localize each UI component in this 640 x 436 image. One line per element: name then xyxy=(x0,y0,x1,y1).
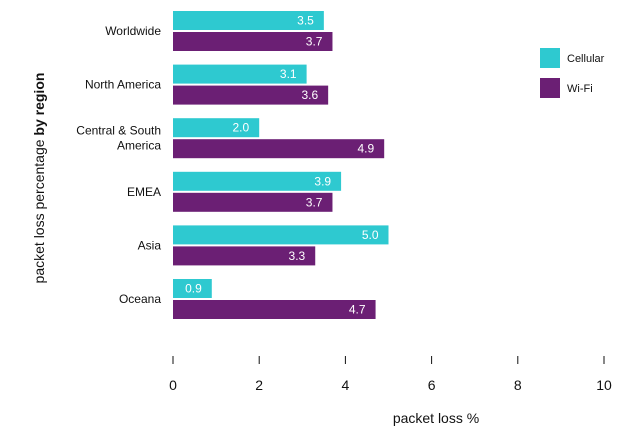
x-tick-label: 4 xyxy=(342,377,350,393)
bar-cellular xyxy=(173,118,260,138)
bar-wi-fi xyxy=(173,32,333,51)
legend-swatch-wi-fi xyxy=(540,78,560,98)
bar-cellular xyxy=(173,64,307,84)
data-label-wi-fi: 3.7 xyxy=(306,195,323,209)
bars-layer: 3.5 3.7 3.1 3.6 2.0 4.9 3.9 3.7 5.0 3.3 0.9 4.7 xyxy=(173,11,389,319)
category-label: North America xyxy=(85,78,161,92)
x-tick-label: 2 xyxy=(255,377,263,393)
data-label-wi-fi: 4.7 xyxy=(349,303,366,317)
bar-cellular xyxy=(173,279,212,298)
y-axis-title-bold: by region xyxy=(31,73,47,136)
data-label-cellular: 5.0 xyxy=(362,228,379,242)
legend: Cellular Wi-Fi xyxy=(540,48,605,98)
category-label: Worldwide xyxy=(105,24,161,38)
x-tick-label: 6 xyxy=(428,377,436,393)
data-label-wi-fi: 3.3 xyxy=(289,249,306,263)
data-label-wi-fi: 3.7 xyxy=(306,35,323,49)
legend-label-cellular: Cellular xyxy=(567,53,605,65)
bar-wi-fi xyxy=(173,85,329,105)
data-label-cellular: 2.0 xyxy=(233,121,250,135)
data-label-wi-fi: 4.9 xyxy=(358,142,375,156)
category-labels: Worldwide North America Central & South Ame… xyxy=(76,24,161,306)
bar-wi-fi xyxy=(173,246,316,266)
data-label-cellular: 3.1 xyxy=(280,67,297,81)
bar-wi-fi xyxy=(173,139,385,159)
data-label-wi-fi: 3.6 xyxy=(301,88,318,102)
x-axis: 0 2 4 6 8 10 xyxy=(169,356,612,393)
bar-cellular xyxy=(173,11,324,30)
category-label: Oceana xyxy=(119,292,161,306)
y-axis-title: packet loss percentage by region xyxy=(31,73,47,284)
data-label-cellular: 3.9 xyxy=(314,174,331,188)
category-label: Central & South America xyxy=(76,124,161,153)
data-label-cellular: 3.5 xyxy=(297,14,314,28)
legend-swatch-cellular xyxy=(540,48,560,68)
bar-cellular xyxy=(173,171,342,191)
x-axis-title: packet loss % xyxy=(393,410,479,426)
bar-wi-fi xyxy=(173,300,376,319)
legend-label-wi-fi: Wi-Fi xyxy=(567,83,593,95)
category-label: EMEA xyxy=(127,185,161,199)
x-tick-label: 10 xyxy=(596,377,612,393)
x-tick-label: 8 xyxy=(514,377,522,393)
category-label: Asia xyxy=(138,238,162,252)
data-label-cellular: 0.9 xyxy=(185,282,202,296)
bar-wi-fi xyxy=(173,192,333,212)
bar-cellular xyxy=(173,225,389,245)
x-tick-label: 0 xyxy=(169,377,177,393)
y-axis-title-plain: packet loss percentage xyxy=(31,136,47,284)
